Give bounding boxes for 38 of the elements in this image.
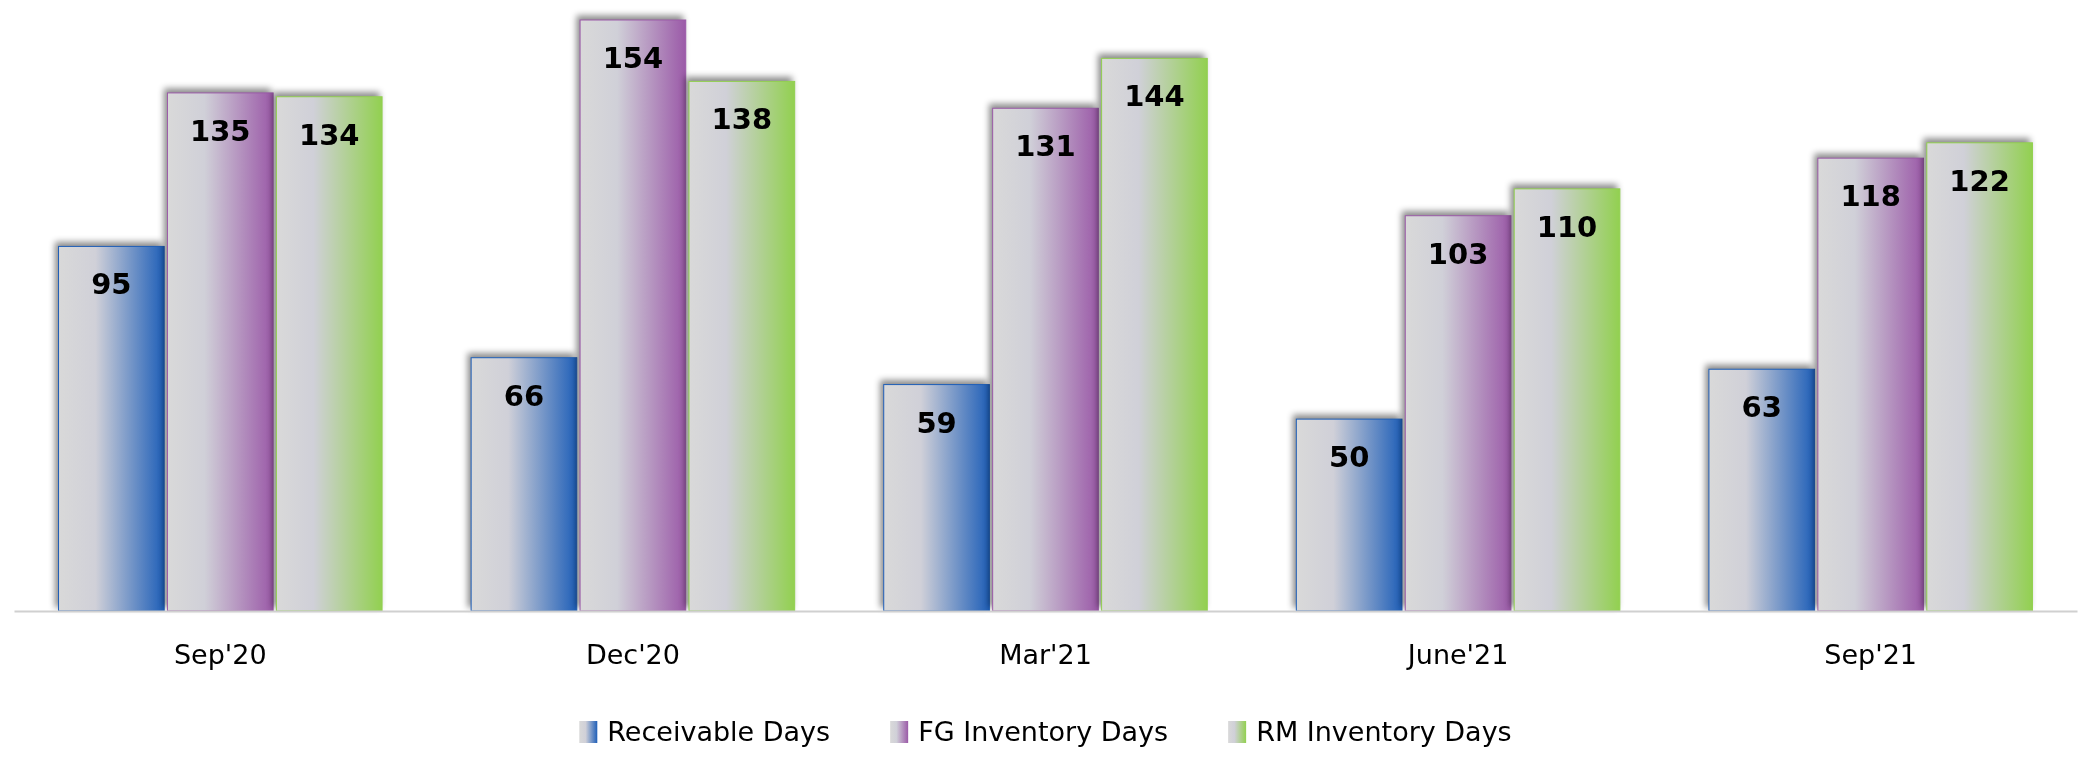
bar [1101,57,1208,612]
data-label: 131 [1015,129,1076,164]
bar [275,96,383,612]
data-label: 118 [1840,179,1901,214]
data-label: 95 [91,267,132,302]
bar [470,357,578,612]
data-label: 63 [1741,390,1782,425]
bar [1708,368,1816,612]
x-tick-label: Mar'21 [999,639,1092,671]
bar [166,92,274,612]
data-label: 122 [1949,163,2010,198]
data-label: 50 [1328,440,1370,475]
bar [1926,142,2033,612]
data-label: 66 [503,378,545,413]
x-tick-label: Sep'21 [1824,639,1918,671]
data-label: 103 [1427,236,1489,271]
data-label: 134 [298,117,360,152]
x-tick-label: Dec'20 [585,639,680,671]
data-label: 138 [711,102,773,137]
bar [579,19,687,612]
bar [1817,157,1925,612]
data-label: 154 [602,41,664,75]
data-label: 110 [1536,209,1598,244]
bar [1295,418,1403,612]
x-tick-label: June'21 [1405,639,1509,671]
data-label: 59 [916,405,957,440]
bar [58,245,165,612]
bar [883,384,990,612]
legend-label: Receivable Days [607,716,831,747]
bar [1404,215,1512,612]
bar [1513,188,1621,612]
x-tick-label: Sep'20 [173,639,267,671]
data-label: 144 [1124,79,1185,114]
legend-label: FG Inventory Days [918,716,1169,747]
data-label: 135 [190,113,251,148]
bar [992,107,1099,612]
bar [688,80,796,612]
legend-label: RM Inventory Days [1256,716,1512,747]
